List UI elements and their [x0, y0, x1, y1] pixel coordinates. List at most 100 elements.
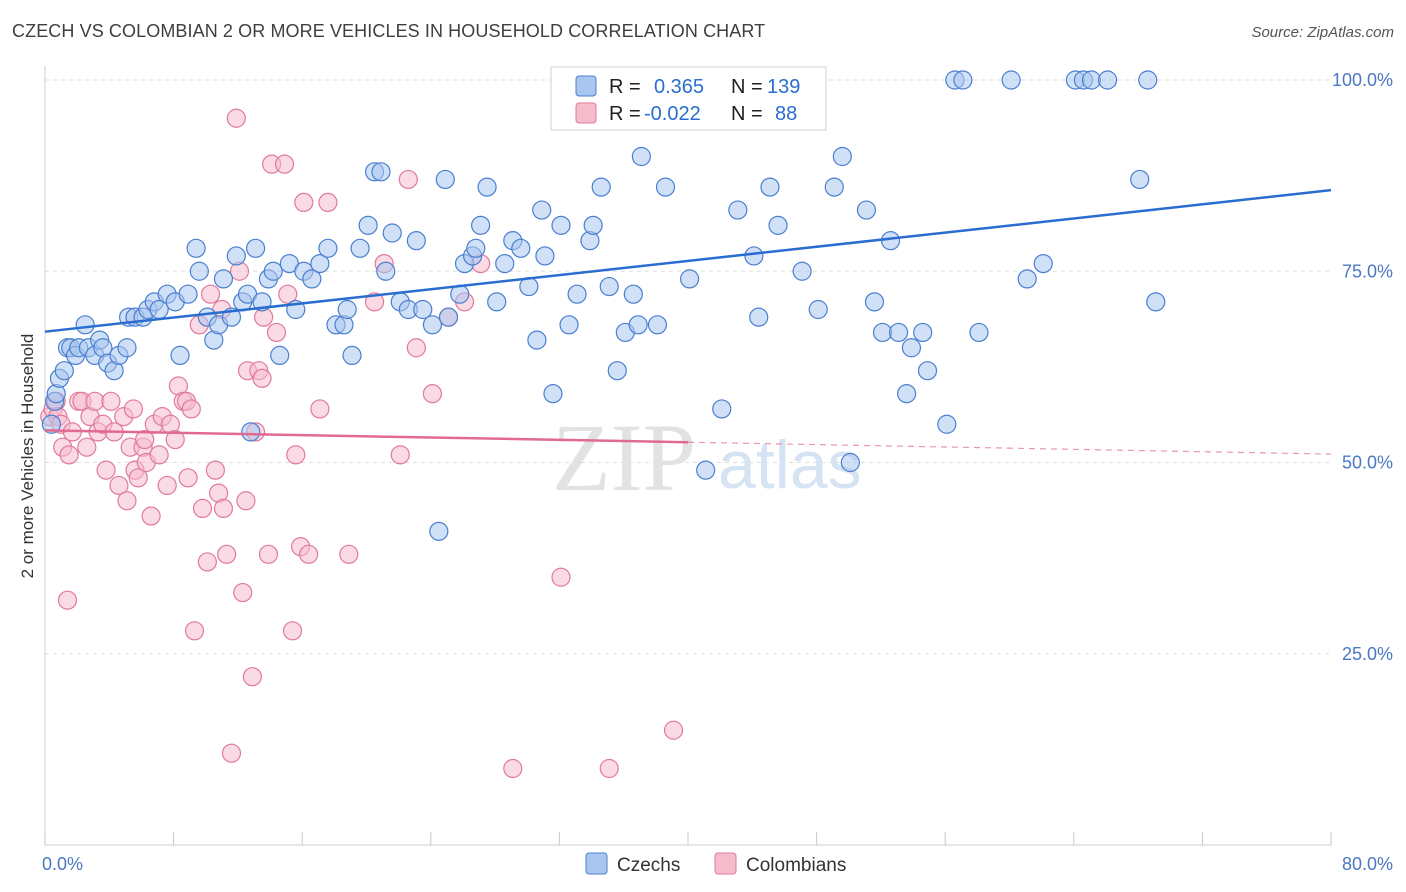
legend-n-value-czechs: 139 — [767, 76, 800, 98]
colombian-point — [221, 743, 242, 763]
czech-point — [696, 460, 716, 480]
legend-box — [550, 66, 827, 131]
czech-point — [471, 215, 491, 235]
legend-swatch-colombians — [575, 102, 597, 124]
czech-point — [623, 284, 643, 304]
czech-point — [1081, 70, 1102, 90]
czech-point — [1138, 70, 1158, 90]
y-axis-label: 2 or more Vehicles in Household — [18, 334, 37, 579]
czech-point — [376, 261, 396, 281]
czech-point — [647, 315, 668, 335]
colombian-point — [252, 368, 272, 388]
colombian-point — [123, 399, 144, 419]
colombian-point — [157, 475, 177, 496]
colombian-point — [294, 192, 314, 212]
bottom-legend: Czechs Colombians — [585, 852, 846, 876]
czech-point — [680, 269, 700, 289]
czech-point — [808, 299, 828, 320]
czech-point — [872, 322, 893, 343]
colombian-point — [197, 552, 217, 572]
colombian-point — [318, 192, 338, 212]
colombian-point — [274, 154, 295, 174]
czech-point — [824, 177, 844, 197]
czech-point — [628, 315, 648, 335]
colombian-point — [59, 445, 79, 465]
czech-point — [1146, 292, 1166, 312]
czech-point — [495, 254, 515, 274]
czech-point — [406, 231, 426, 251]
czech-point — [532, 200, 552, 220]
colombian-point — [149, 445, 169, 465]
czech-point — [342, 345, 362, 365]
colombian-point — [599, 758, 619, 779]
czech-point — [487, 292, 507, 312]
czech-point — [760, 177, 780, 197]
y-tick-label: 100.0% — [1332, 70, 1393, 90]
colombian-point — [663, 720, 684, 740]
colombian-point — [406, 338, 426, 358]
colombian-point — [57, 590, 78, 610]
czech-point — [318, 238, 338, 258]
czech-point — [607, 361, 627, 381]
colombian-point — [364, 292, 385, 312]
colombian-point — [77, 437, 97, 457]
czech-point — [551, 215, 571, 235]
czech-point — [655, 177, 676, 197]
czech-point — [435, 169, 455, 190]
czech-point — [953, 70, 973, 90]
x-tick-labels: 0.0% 80.0% — [42, 854, 1393, 874]
czech-point — [856, 200, 877, 220]
y-tick-label: 75.0% — [1342, 261, 1393, 281]
czech-point — [1001, 70, 1021, 90]
colombian-point — [266, 322, 287, 343]
colombian-trendline — [44, 429, 689, 444]
colombian-point — [503, 758, 523, 779]
series-colombians — [40, 108, 684, 779]
legend-r-label-czechs: R = — [609, 76, 641, 98]
bottom-legend-swatch-colombians — [714, 852, 737, 875]
colombian-point — [278, 284, 298, 304]
axes — [44, 66, 1332, 846]
czech-point — [1097, 70, 1118, 90]
czech-point — [567, 284, 587, 304]
colombian-point — [213, 498, 234, 518]
czech-point — [511, 238, 531, 258]
czech-point — [263, 261, 283, 281]
czech-point — [864, 292, 885, 312]
czech-point — [1130, 169, 1150, 190]
czech-point — [302, 269, 322, 289]
colombian-point — [398, 169, 418, 190]
czech-point — [840, 452, 860, 473]
watermark-atlas: atlas — [718, 427, 862, 503]
czech-point — [270, 345, 290, 365]
colombian-point — [184, 621, 205, 641]
czech-point — [591, 177, 611, 197]
czech-point — [728, 200, 748, 220]
czech-point — [350, 238, 370, 258]
trendlines — [44, 188, 1332, 455]
czech-point — [599, 276, 619, 297]
legend-r-value-colombians: -0.022 — [644, 103, 701, 125]
czech-point — [189, 261, 209, 281]
colombian-point — [226, 108, 246, 128]
czech-point — [245, 238, 266, 258]
colombian-point — [217, 544, 237, 564]
legend-r-label-colombians: R = — [609, 103, 641, 125]
legend-n-value-colombians: 88 — [775, 103, 797, 125]
y-tick-label: 50.0% — [1342, 453, 1393, 473]
czech-point — [310, 254, 330, 274]
colombian-trendline-extension — [687, 441, 1332, 455]
czech-point — [937, 414, 957, 434]
colombian-point — [422, 384, 443, 404]
y-tick-label: 25.0% — [1342, 644, 1393, 664]
y-tick-labels: 25.0% 50.0% 75.0% 100.0% — [1332, 70, 1393, 664]
legend-n-label-czechs: N = — [731, 76, 763, 98]
watermark: ZIP atlas — [552, 404, 862, 511]
legend-r-value-czechs: 0.365 — [654, 76, 704, 98]
czech-point — [466, 238, 486, 258]
czech-point — [559, 315, 579, 335]
czech-point — [241, 422, 261, 442]
czech-point — [749, 307, 769, 327]
colombian-point — [282, 621, 303, 641]
czech-point — [901, 338, 922, 358]
